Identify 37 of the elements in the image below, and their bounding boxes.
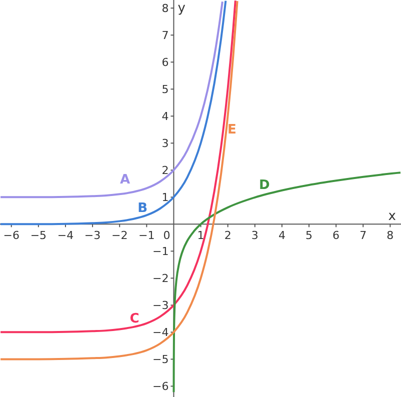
y-tick-label: −1 xyxy=(152,245,169,258)
y-tick-label: −2 xyxy=(152,272,169,286)
y-tick-label: 7 xyxy=(162,29,169,42)
x-tick-label: 4 xyxy=(278,229,286,242)
x-tick-label: −2 xyxy=(111,229,128,242)
line-series xyxy=(172,172,401,394)
series-label: A xyxy=(120,172,130,188)
series-label: E xyxy=(227,122,236,138)
y-tick-label: 5 xyxy=(162,83,169,96)
y-tick-label: −6 xyxy=(152,380,169,394)
y-axis-title: y xyxy=(178,1,186,16)
x-tick-label: 7 xyxy=(360,229,367,242)
series-label: B xyxy=(138,201,148,216)
y-tick-label: 3 xyxy=(162,137,169,150)
x-tick-label: 2 xyxy=(224,229,232,242)
y-tick-label: 1 xyxy=(162,191,169,204)
x-tick-label: −3 xyxy=(84,229,101,242)
x-tick-label: −6 xyxy=(3,229,20,242)
y-tick-label: −4 xyxy=(152,326,169,340)
y-tick-label: 2 xyxy=(162,164,169,178)
x-tick-label: −4 xyxy=(57,229,74,242)
x-tick-label: 8 xyxy=(386,229,394,242)
y-tick-label: −3 xyxy=(152,299,169,312)
y-tick-label: 6 xyxy=(162,56,169,70)
x-tick-label: −1 xyxy=(138,229,155,242)
series-label: D xyxy=(258,178,270,194)
y-tick-label: −5 xyxy=(152,353,169,366)
x-tick-label: 6 xyxy=(332,229,340,242)
y-tick-label: 8 xyxy=(162,2,169,16)
x-tick-label: 3 xyxy=(251,229,258,242)
x-axis-title: x xyxy=(388,209,396,224)
x-tick-label: 5 xyxy=(306,229,313,242)
x-tick-label: 0 xyxy=(163,229,170,242)
series-label: C xyxy=(130,312,140,327)
x-tick-label: −5 xyxy=(30,229,47,242)
x-tick-label: 1 xyxy=(197,229,204,242)
y-tick-label: 4 xyxy=(162,110,169,124)
